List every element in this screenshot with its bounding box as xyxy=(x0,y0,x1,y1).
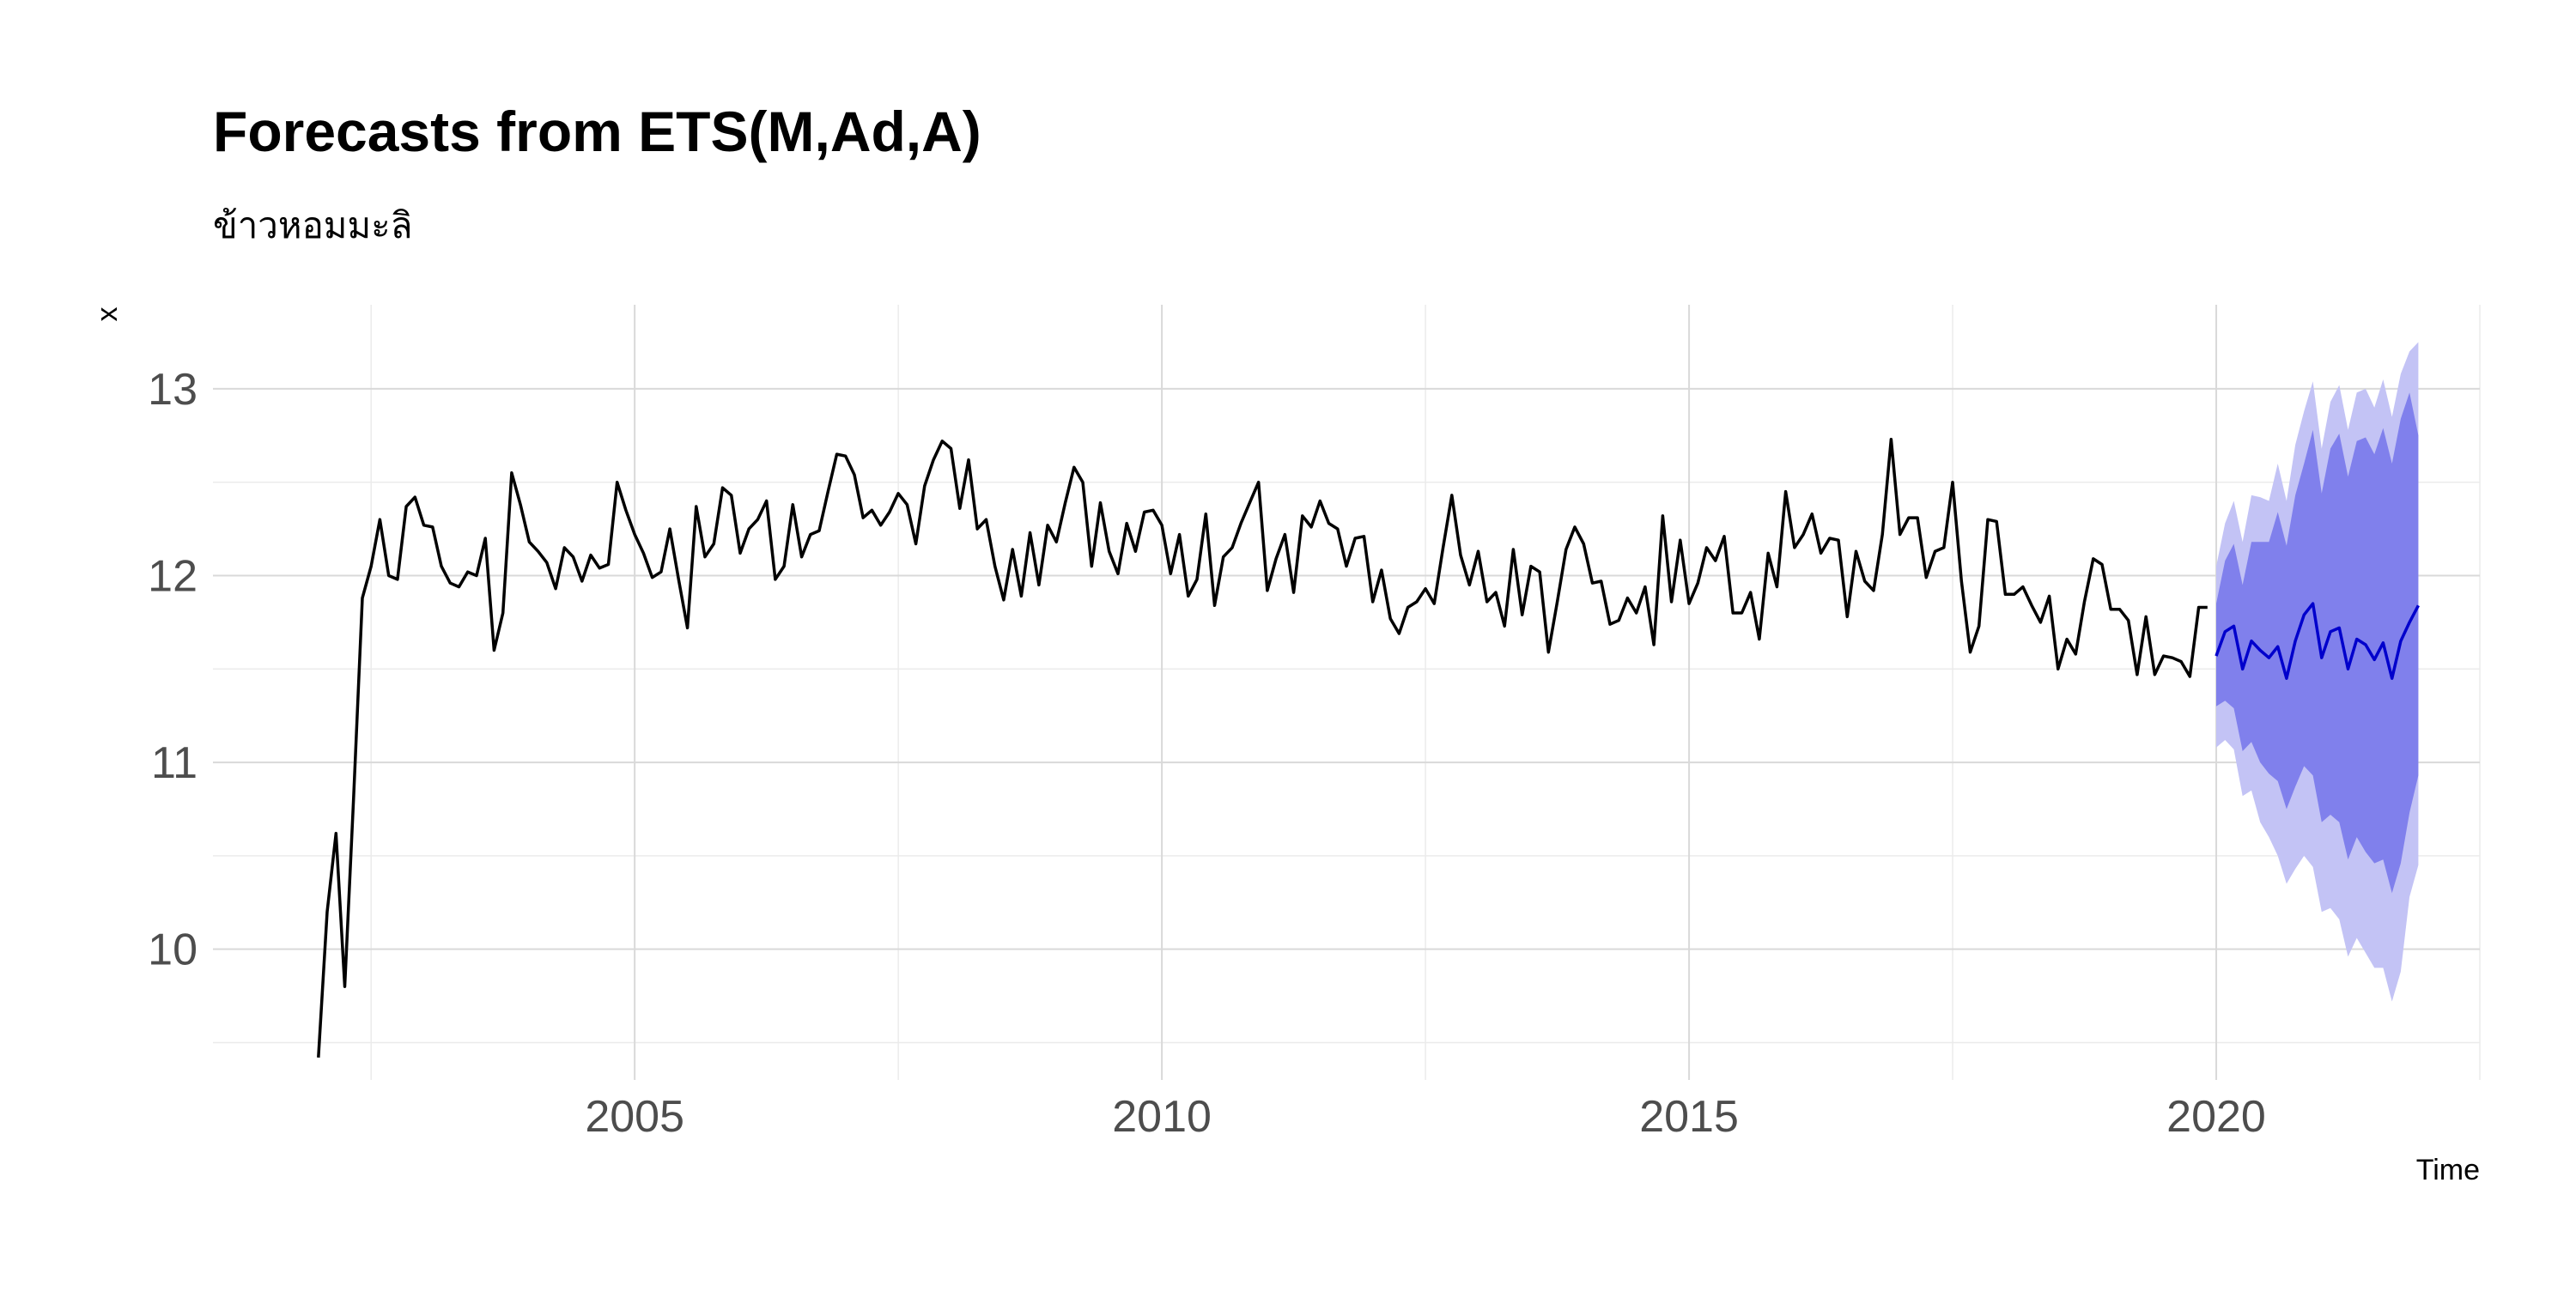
y-tick-label: 10 xyxy=(148,925,197,975)
y-tick-label: 11 xyxy=(151,738,197,788)
forecast-80-interval-band xyxy=(2216,392,2419,894)
x-tick-label: 2015 xyxy=(1639,1092,1739,1142)
history-series-line xyxy=(317,437,2208,1058)
grid-layer xyxy=(213,305,2481,1080)
interval-band-layer xyxy=(2216,342,2419,1002)
chart-subtitle: ข้าวหอมมะลิ xyxy=(213,204,412,246)
x-tick-label: 2005 xyxy=(585,1092,684,1142)
x-tick-label: 2010 xyxy=(1112,1092,1212,1142)
y-tick-label: 12 xyxy=(148,552,197,602)
tick-label-layer: 2005 2010 2015 2020 10 11 12 13 xyxy=(148,365,2266,1142)
x-tick-label: 2020 xyxy=(2166,1092,2266,1142)
x-axis-title: Time xyxy=(2416,1154,2480,1186)
forecast-mean-line xyxy=(2215,602,2420,680)
y-axis-title: x xyxy=(91,307,124,322)
series-line-layer xyxy=(317,437,2420,1058)
y-tick-label: 13 xyxy=(148,365,197,415)
chart-title: Forecasts from ETS(M,Ad,A) xyxy=(213,100,981,163)
